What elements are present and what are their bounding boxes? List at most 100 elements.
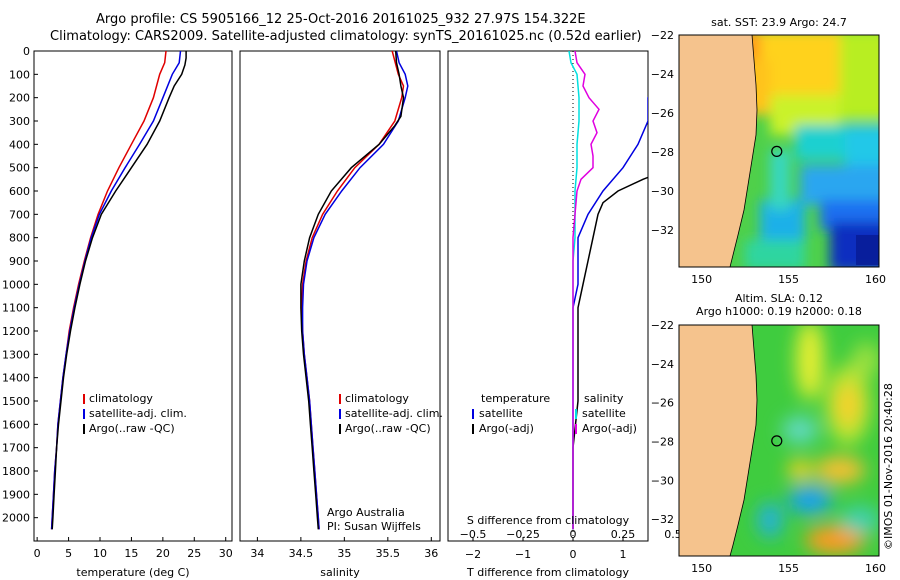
figure-title-line2: Climatology: CARS2009. Satellite-adjuste… <box>50 29 642 44</box>
temperature-xtick-label: 0 <box>34 547 41 560</box>
depth-ytick-label: 900 <box>9 255 30 268</box>
salinity-panel-frame <box>239 50 441 542</box>
difference-legend-header-salinity: salinity <box>584 392 624 405</box>
depth-ytick-label: 0 <box>23 45 30 58</box>
depth-ytick-label: 1000 <box>2 278 30 291</box>
difference-xtick-label: −2 <box>465 548 481 561</box>
difference-legend-label: Argo(-adj) <box>479 422 534 435</box>
map-ytick-label: −32 <box>651 224 674 237</box>
sst-map-image <box>679 35 879 267</box>
depth-ytick-label: 200 <box>9 92 30 105</box>
credit-text: ©IMOS 01-Nov-2016 20:40:28 <box>882 383 895 550</box>
sla-map-title-line1: Altim. SLA: 0.12 <box>734 292 824 305</box>
map-ytick-label: −30 <box>651 185 674 198</box>
salinity-xlabel: salinity <box>320 566 360 579</box>
depth-ytick-label: 1500 <box>2 395 30 408</box>
difference-series-line-0 <box>572 96 648 530</box>
map-xtick-label: 160 <box>865 562 886 575</box>
map-xtick-label: 150 <box>691 562 712 575</box>
salinity-xtick-label: 35 <box>337 547 351 560</box>
map-ytick-label: −26 <box>651 107 674 120</box>
difference-legend-label: Argo(-adj) <box>582 422 637 435</box>
depth-ytick-label: 300 <box>9 115 30 128</box>
salinity-series-line-2 <box>300 51 405 530</box>
sst-float-marker <box>771 145 783 157</box>
salinity-xtick-label: 36 <box>424 547 438 560</box>
salinity-legend-label: satellite-adj. clim. <box>345 407 443 420</box>
map-ytick-label: −30 <box>651 474 674 487</box>
temperature-series-line-0 <box>50 51 167 530</box>
depth-ytick-label: 100 <box>9 68 30 81</box>
difference-s-tick-label: −0.5 <box>460 528 487 541</box>
salinity-series-line-1 <box>301 51 409 530</box>
difference-s-tick-label: 0.25 <box>611 528 636 541</box>
depth-ytick-label: 1700 <box>2 442 30 455</box>
temperature-xtick-label: 15 <box>124 547 138 560</box>
difference-xtick-label: 0 <box>570 548 577 561</box>
depth-ytick-label: 1600 <box>2 418 30 431</box>
difference-top-label: S difference from climatology <box>467 514 630 527</box>
temperature-xtick-label: 5 <box>65 547 72 560</box>
temperature-series-group <box>50 51 187 530</box>
difference-series-group <box>568 51 648 541</box>
salinity-annotation-1: PI: Susan Wijffels <box>327 520 421 533</box>
difference-legend-label: satellite <box>582 407 626 420</box>
map-ytick-label: −24 <box>651 68 674 81</box>
figure-title-line1: Argo profile: CS 5905166_12 25-Oct-2016 … <box>96 12 586 27</box>
depth-ytick-label: 500 <box>9 162 30 175</box>
salinity-annotation-0: Argo Australia <box>327 506 405 519</box>
depth-ytick-label: 800 <box>9 232 30 245</box>
difference-legend-label: satellite <box>479 407 523 420</box>
salinity-xtick-label: 35.5 <box>376 547 401 560</box>
temperature-legend-label: climatology <box>89 392 153 405</box>
temperature-series-line-2 <box>51 51 187 530</box>
difference-s-tick-label: 0 <box>570 528 577 541</box>
depth-ytick-label: 1900 <box>2 488 30 501</box>
temperature-xtick-label: 20 <box>156 547 170 560</box>
depth-ytick-label: 1300 <box>2 348 30 361</box>
salinity-series-group <box>300 51 409 530</box>
map-ytick-label: −26 <box>651 397 674 410</box>
difference-series-line-1 <box>572 176 648 530</box>
temperature-xtick-label: 25 <box>187 547 201 560</box>
depth-ytick-label: 1800 <box>2 465 30 478</box>
difference-xtick-label: −1 <box>515 548 531 561</box>
difference-xlabel: T difference from climatology <box>466 566 629 579</box>
map-xtick-label: 155 <box>778 273 799 286</box>
map-ytick-label: −22 <box>651 29 674 42</box>
temperature-legend-label: Argo(..raw -QC) <box>89 422 175 435</box>
map-ytick-label: −24 <box>651 358 674 371</box>
sst-map-title: sat. SST: 23.9 Argo: 24.7 <box>711 16 847 29</box>
map-ytick-label: −22 <box>651 319 674 332</box>
sst-map-frame <box>678 34 880 268</box>
difference-series-line-3 <box>572 51 600 530</box>
map-ytick-label: −32 <box>651 513 674 526</box>
depth-ytick-label: 1400 <box>2 372 30 385</box>
depth-ytick-label: 400 <box>9 138 30 151</box>
salinity-legend-label: Argo(..raw -QC) <box>345 422 431 435</box>
temperature-series-line-1 <box>50 51 182 530</box>
difference-legend-header-temperature: temperature <box>481 392 550 405</box>
map-ytick-label: −28 <box>651 146 674 159</box>
difference-s-tick-label: 0.5 <box>664 528 682 541</box>
temperature-legend-label: satellite-adj. clim. <box>89 407 187 420</box>
temperature-xtick-label: 30 <box>219 547 233 560</box>
temperature-xtick-label: 10 <box>93 547 107 560</box>
depth-ytick-label: 700 <box>9 208 30 221</box>
axes-group: 0 5 10 15 20 25 30 temperature (deg C) 0 100 200 30… <box>2 29 886 579</box>
temperature-xlabel: temperature (deg C) <box>76 566 189 579</box>
depth-ytick-label: 1100 <box>2 302 30 315</box>
difference-panel-frame <box>447 50 649 542</box>
sla-map-frame <box>678 324 880 557</box>
sla-float-marker <box>771 435 783 447</box>
sla-map-image <box>679 325 879 556</box>
depth-ytick-label: 1200 <box>2 325 30 338</box>
difference-s-tick-label: −0.25 <box>506 528 540 541</box>
map-xtick-label: 160 <box>865 273 886 286</box>
salinity-series-line-0 <box>300 51 405 530</box>
sla-map-title-line2: Argo h1000: 0.19 h2000: 0.18 <box>696 305 862 318</box>
map-xtick-label: 155 <box>778 562 799 575</box>
map-xtick-label: 150 <box>691 273 712 286</box>
salinity-legend-label: climatology <box>345 392 409 405</box>
